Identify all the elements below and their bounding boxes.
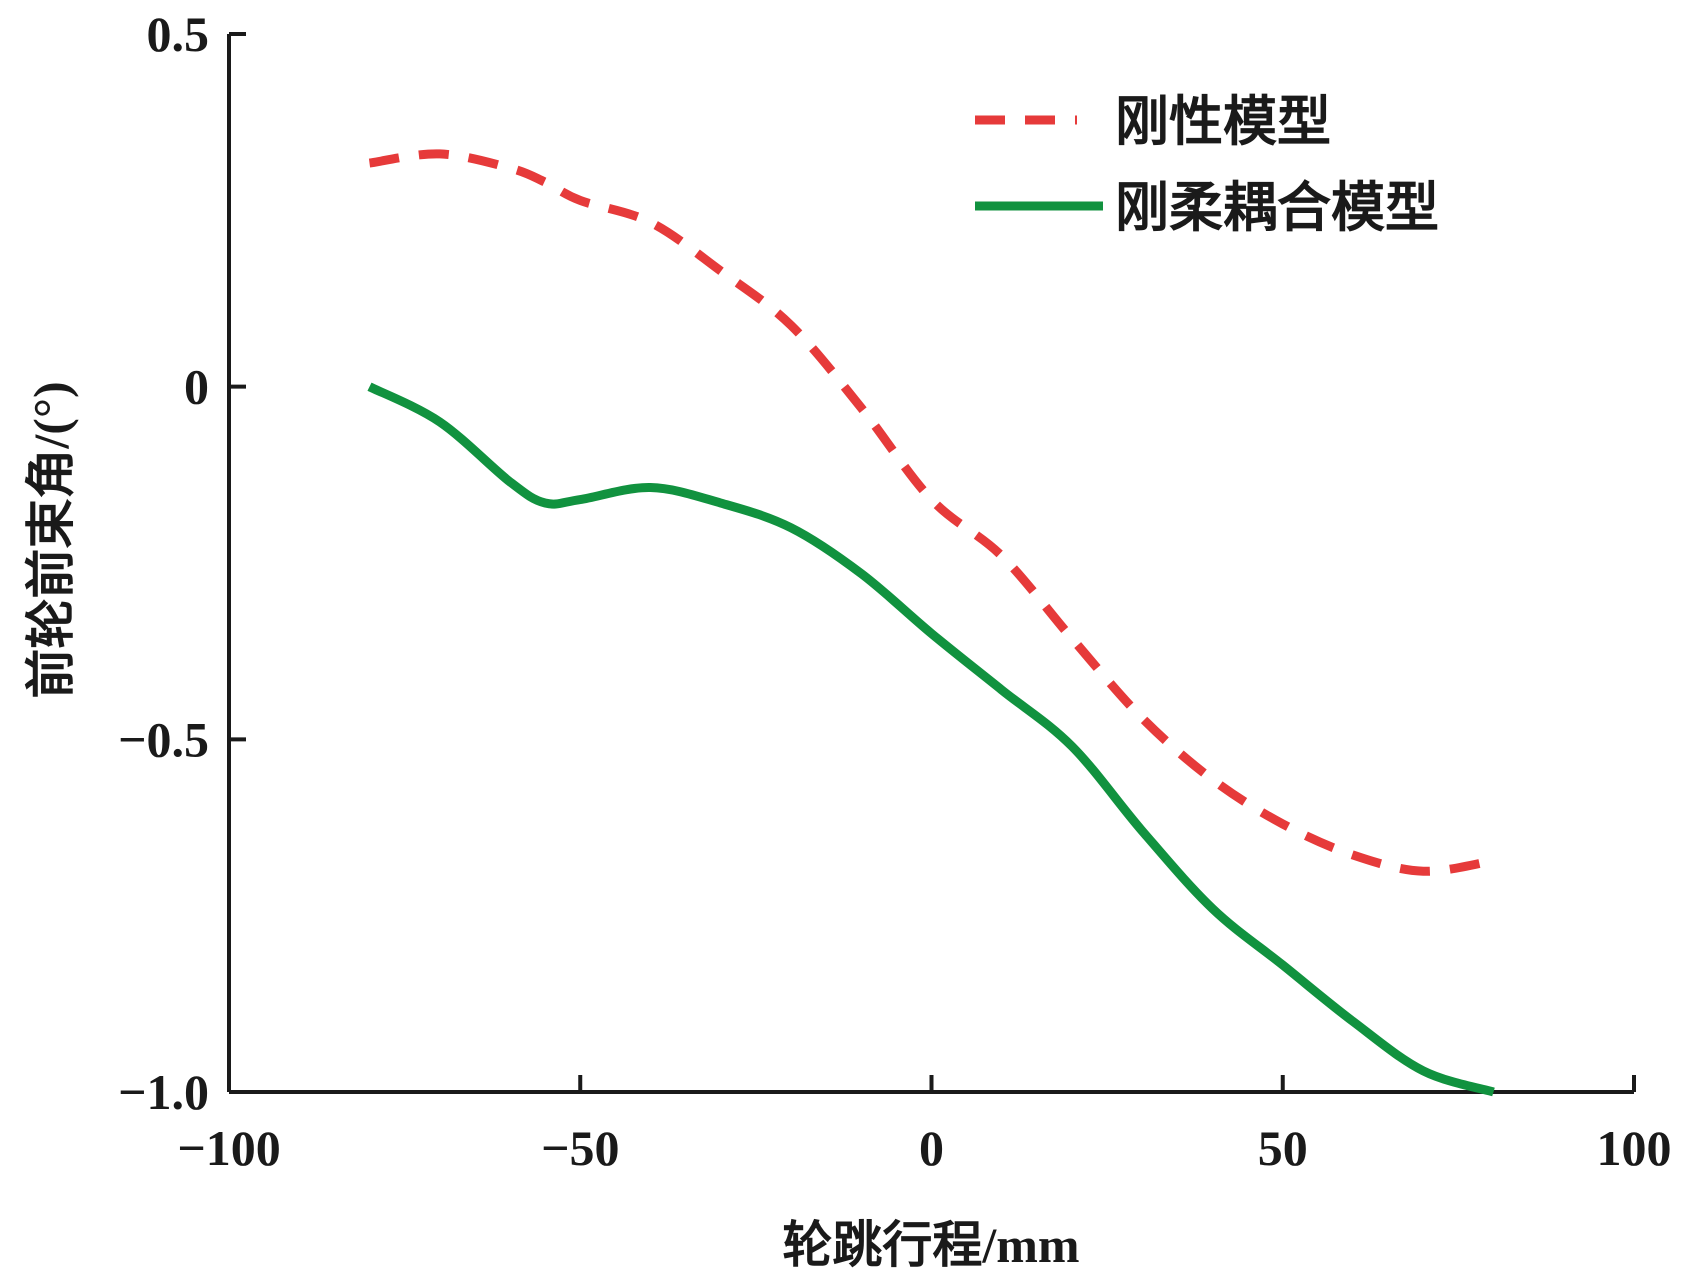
x-tick-label: −50 — [541, 1120, 620, 1176]
x-tick-label: 50 — [1258, 1120, 1308, 1176]
axes: −100 −50 0 50 100 0.5 0 −0.5 −1.0 — [118, 6, 1672, 1176]
series-lines — [367, 149, 1495, 1097]
x-tick-label: −100 — [177, 1120, 281, 1176]
x-axis-label: 轮跳行程/mm — [782, 1217, 1079, 1273]
y-tick-label: −1.0 — [118, 1064, 209, 1120]
x-tick-label: 0 — [919, 1120, 944, 1176]
y-tick-label: 0 — [184, 359, 209, 415]
series-line-rigid — [368, 149, 1495, 876]
legend: 刚性模型 刚柔耦合模型 — [975, 92, 1439, 238]
series-line-flexible — [367, 382, 1495, 1097]
y-tick-label: 0.5 — [147, 6, 210, 62]
y-axis-label: 前轮前束角/(°) — [23, 381, 79, 698]
legend-label-flexible: 刚柔耦合模型 — [1115, 178, 1439, 238]
x-tick-label: 100 — [1597, 1120, 1672, 1176]
y-tick-label: −0.5 — [118, 711, 209, 767]
legend-label-rigid: 刚性模型 — [1115, 92, 1331, 152]
